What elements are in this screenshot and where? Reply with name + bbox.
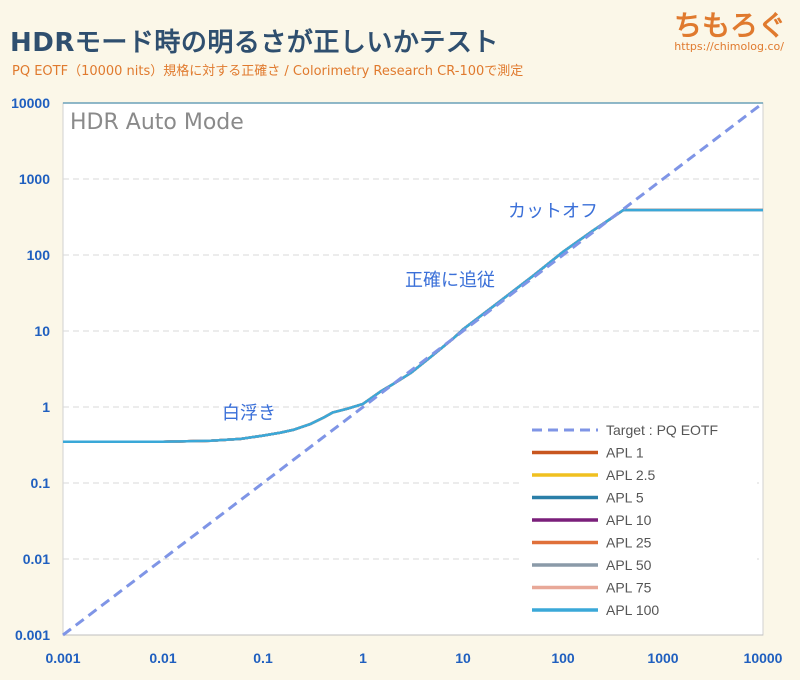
- legend-label: APL 10: [606, 512, 652, 528]
- legend-label: APL 1: [606, 445, 644, 461]
- x-tick-label: 10: [455, 650, 471, 666]
- legend-label: APL 5: [606, 490, 644, 506]
- x-tick-label: 100: [551, 650, 575, 666]
- page-subtitle: PQ EOTF（10000 nits）規格に対する正確さ / Colorimet…: [12, 64, 524, 79]
- legend: Target : PQ EOTF APL 1 APL 2.5 APL 5 APL 10 A…: [523, 418, 757, 624]
- y-tick-label: 10: [34, 323, 50, 339]
- legend-label: APL 50: [606, 557, 652, 573]
- legend-label: APL 100: [606, 602, 659, 618]
- x-tick-label: 0.001: [45, 650, 80, 666]
- legend-label: APL 2.5: [606, 467, 656, 483]
- chart-title: HDR Auto Mode: [70, 110, 244, 135]
- x-tick-label: 1000: [647, 650, 678, 666]
- brand-url: https://chimolog.co/: [674, 40, 784, 53]
- series-line-target-pq-eotf: [62, 101, 764, 637]
- x-tick-label: 10000: [744, 650, 783, 666]
- series-line-apl-100: [63, 208, 763, 443]
- y-tick-label: 0.001: [15, 627, 50, 643]
- tick-labels: 0.001 0.01 0.1 1 10 100 1000 10000 0.001 0.01 0.1 1…: [11, 95, 783, 666]
- y-tick-label: 0.1: [31, 475, 51, 491]
- legend-label: APL 25: [606, 535, 652, 551]
- y-tick-label: 10000: [11, 95, 50, 111]
- y-tick-label: 100: [27, 247, 51, 263]
- y-tick-label: 0.01: [23, 551, 50, 567]
- page-title: HDRモード時の明るさが正しいかテスト: [10, 28, 499, 58]
- x-tick-label: 1: [359, 650, 367, 666]
- brand-logo-text: ちもろぐ: [673, 9, 786, 42]
- annotation-label: 正確に追従: [405, 270, 495, 291]
- legend-label: APL 75: [606, 580, 652, 596]
- annotations-group: 白浮き 正確に追従 カットオフ: [222, 201, 598, 424]
- y-tick-label: 1: [42, 399, 50, 415]
- annotation-label: カットオフ: [508, 201, 598, 222]
- x-tick-label: 0.01: [149, 650, 176, 666]
- y-tick-label: 1000: [19, 171, 50, 187]
- annotation-label: 白浮き: [222, 403, 276, 424]
- series-group: [62, 101, 764, 637]
- x-tick-label: 0.1: [253, 650, 273, 666]
- legend-label: Target : PQ EOTF: [606, 422, 718, 438]
